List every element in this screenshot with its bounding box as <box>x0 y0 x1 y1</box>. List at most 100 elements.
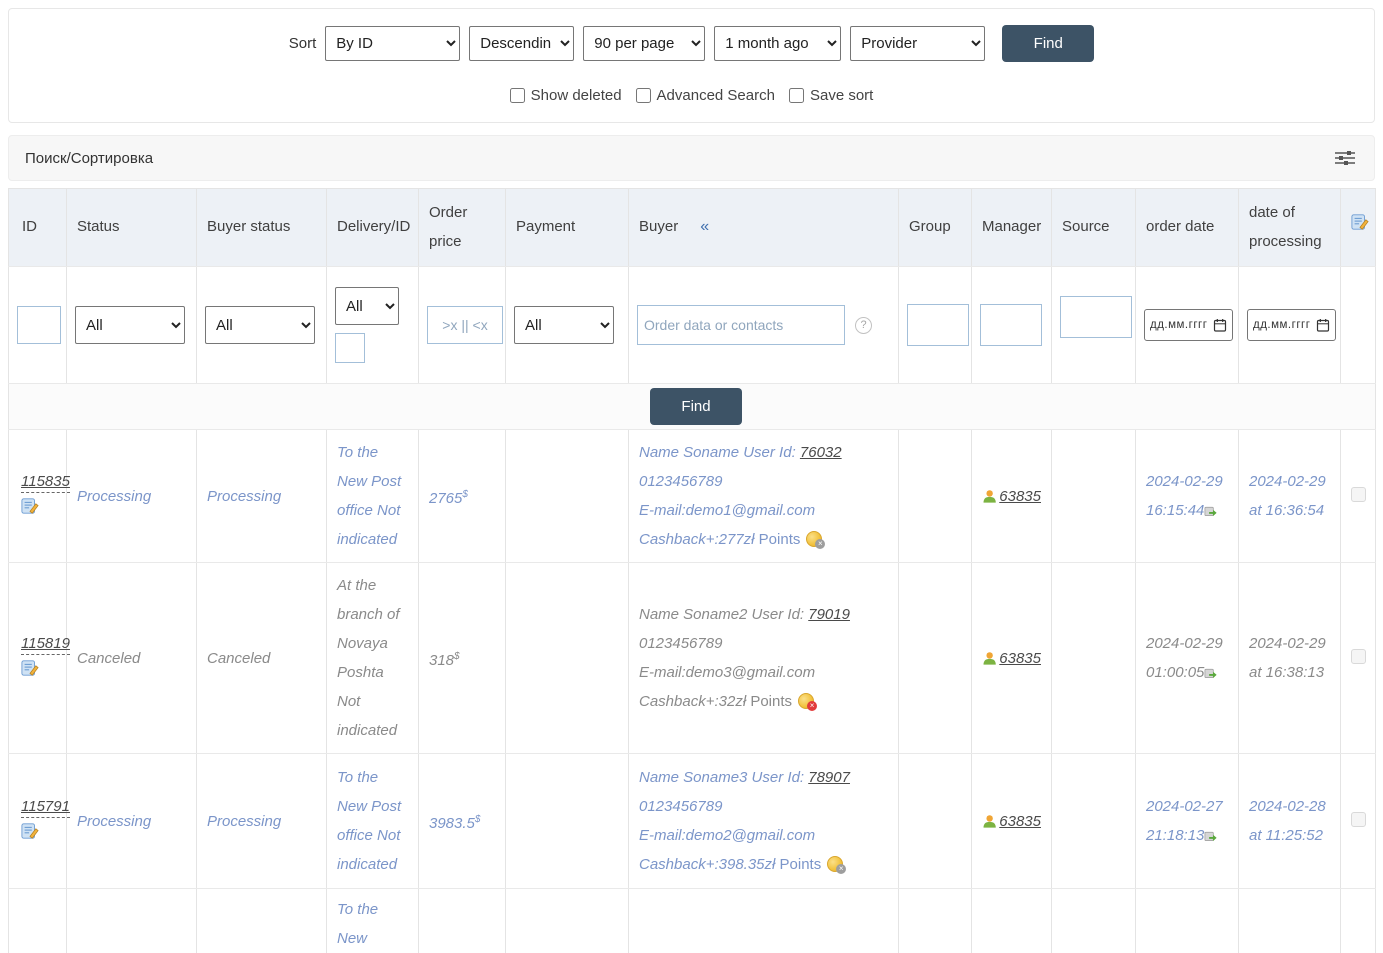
sort-direction-select[interactable]: Descending <box>469 26 574 61</box>
buyer-email: E-mail:demo3@gmail.com <box>639 658 888 687</box>
header-date-of-processing[interactable]: date of processing <box>1239 189 1341 267</box>
show-deleted-label: Show deleted <box>531 87 622 104</box>
order-row-partial: To the New <box>9 889 1376 953</box>
row-select-checkbox[interactable] <box>1351 487 1366 502</box>
id-filter-input[interactable] <box>17 306 61 344</box>
sort-toolbar: Sort By ID Descending 90 per page 1 mont… <box>8 8 1375 123</box>
manager-id-link[interactable]: 63835 <box>999 644 1041 673</box>
group-cell <box>899 563 972 754</box>
manager-filter-input[interactable] <box>980 304 1042 346</box>
status-filter-select[interactable]: All <box>75 306 185 344</box>
header-status[interactable]: Status <box>67 189 197 267</box>
header-buyer-status[interactable]: Buyer status <box>197 189 327 267</box>
show-deleted-option[interactable]: Show deleted <box>510 87 622 104</box>
column-settings-button[interactable] <box>1332 147 1358 169</box>
buyer-id-link[interactable]: 76032 <box>800 444 842 461</box>
note-icon[interactable] <box>21 822 39 840</box>
sliders-icon <box>1334 149 1356 167</box>
order-status: Canceled <box>67 563 197 754</box>
header-notes-column[interactable] <box>1341 189 1376 267</box>
period-select[interactable]: 1 month ago <box>714 26 841 61</box>
sort-label: Sort <box>289 35 317 52</box>
manager-cell: 63835 <box>972 754 1052 889</box>
source-filter-input[interactable] <box>1060 296 1132 338</box>
buyer-phone: 0123456789 <box>639 629 888 658</box>
processing-date-filter-input[interactable]: дд.мм.гггг <box>1247 309 1336 341</box>
group-cell <box>899 430 972 563</box>
row-select-checkbox[interactable] <box>1351 649 1366 664</box>
search-sort-title: Поиск/Сортировка <box>25 150 153 167</box>
manager-id-link[interactable]: 63835 <box>999 807 1041 836</box>
buyer-cell: Name Soname User Id: 76032 0123456789 E-… <box>629 430 899 563</box>
header-payment[interactable]: Payment <box>506 189 629 267</box>
header-delivery[interactable]: Delivery/ID <box>327 189 419 267</box>
buyer-status: Canceled <box>197 563 327 754</box>
save-sort-option[interactable]: Save sort <box>789 87 873 104</box>
save-sort-checkbox[interactable] <box>789 88 804 103</box>
export-status-icon <box>1204 666 1217 679</box>
header-manager[interactable]: Manager <box>972 189 1052 267</box>
payment-filter-select[interactable]: All <box>514 306 614 344</box>
coin-gray-x-icon <box>806 531 822 547</box>
row-select-checkbox[interactable] <box>1351 812 1366 827</box>
find-button-table[interactable]: Find <box>650 388 742 425</box>
sort-by-select[interactable]: By ID <box>325 26 460 61</box>
processing-date-cell: 2024-02-29 at 16:38:13 <box>1239 563 1341 754</box>
header-order-date[interactable]: order date <box>1136 189 1239 267</box>
order-id-link[interactable]: 115791 <box>21 798 70 818</box>
export-status-icon <box>1204 829 1217 842</box>
table-find-row: Find <box>9 384 1376 430</box>
delivery-filter-select[interactable]: All <box>335 287 399 325</box>
calendar-icon <box>1316 318 1330 332</box>
header-buyer: Buyer « <box>629 189 899 267</box>
buyer-id-link[interactable]: 78907 <box>808 769 850 786</box>
help-question-icon[interactable]: ? <box>855 317 872 334</box>
note-icon[interactable] <box>21 497 39 515</box>
search-sort-panel[interactable]: Поиск/Сортировка <box>8 135 1375 181</box>
coin-gray-x-icon <box>827 856 843 872</box>
per-page-select[interactable]: 90 per page <box>583 26 705 61</box>
price-filter-input[interactable] <box>427 306 503 344</box>
note-icon[interactable] <box>21 659 39 677</box>
advanced-search-option[interactable]: Advanced Search <box>636 87 775 104</box>
coin-red-x-icon <box>798 693 814 709</box>
payment-cell <box>506 563 629 754</box>
buyer-phone: 0123456789 <box>639 792 888 821</box>
collapse-column-chevron-icon[interactable]: « <box>700 212 709 242</box>
order-date-cell: 2024-02-29 16:15:44 <box>1136 430 1239 563</box>
options-row: Show deleted Advanced Search Save sort <box>9 87 1374 104</box>
buyer-cell: Name Soname2 User Id: 79019 0123456789 E… <box>629 563 899 754</box>
group-filter-input[interactable] <box>907 304 969 346</box>
filter-row: All All All All ? дд.мм.гггг <box>9 267 1376 384</box>
header-buyer-label[interactable]: Buyer <box>639 213 678 242</box>
manager-id-link[interactable]: 63835 <box>999 482 1041 511</box>
header-id[interactable]: ID <box>9 189 67 267</box>
header-order-price[interactable]: Order price <box>419 189 506 267</box>
buyer-cell: Name Soname3 User Id: 78907 0123456789 E… <box>629 754 899 889</box>
find-button-top[interactable]: Find <box>1002 25 1094 62</box>
show-deleted-checkbox[interactable] <box>510 88 525 103</box>
provider-select[interactable]: Provider <box>850 26 985 61</box>
group-cell <box>899 754 972 889</box>
source-cell <box>1052 754 1136 889</box>
buyer-phone: 0123456789 <box>639 467 888 496</box>
order-price: 2765$ <box>419 430 506 563</box>
order-id-link[interactable]: 115835 <box>21 473 70 493</box>
buyer-filter-input[interactable] <box>637 305 845 345</box>
note-icon <box>1351 213 1369 231</box>
payment-cell <box>506 430 629 563</box>
header-group[interactable]: Group <box>899 189 972 267</box>
header-source[interactable]: Source <box>1052 189 1136 267</box>
source-cell <box>1052 563 1136 754</box>
delivery-id-filter-input[interactable] <box>335 333 365 363</box>
order-date-filter-input[interactable]: дд.мм.гггг <box>1144 309 1233 341</box>
advanced-search-label: Advanced Search <box>657 87 775 104</box>
order-status: Processing <box>67 754 197 889</box>
order-id-link[interactable]: 115819 <box>21 635 70 655</box>
delivery-info: To the New Post office Not indicated <box>327 754 419 889</box>
buyer-status-filter-select[interactable]: All <box>205 306 315 344</box>
advanced-search-checkbox[interactable] <box>636 88 651 103</box>
buyer-email: E-mail:demo2@gmail.com <box>639 821 888 850</box>
buyer-id-link[interactable]: 79019 <box>808 606 850 623</box>
processing-date-cell: 2024-02-28 at 11:25:52 <box>1239 754 1341 889</box>
